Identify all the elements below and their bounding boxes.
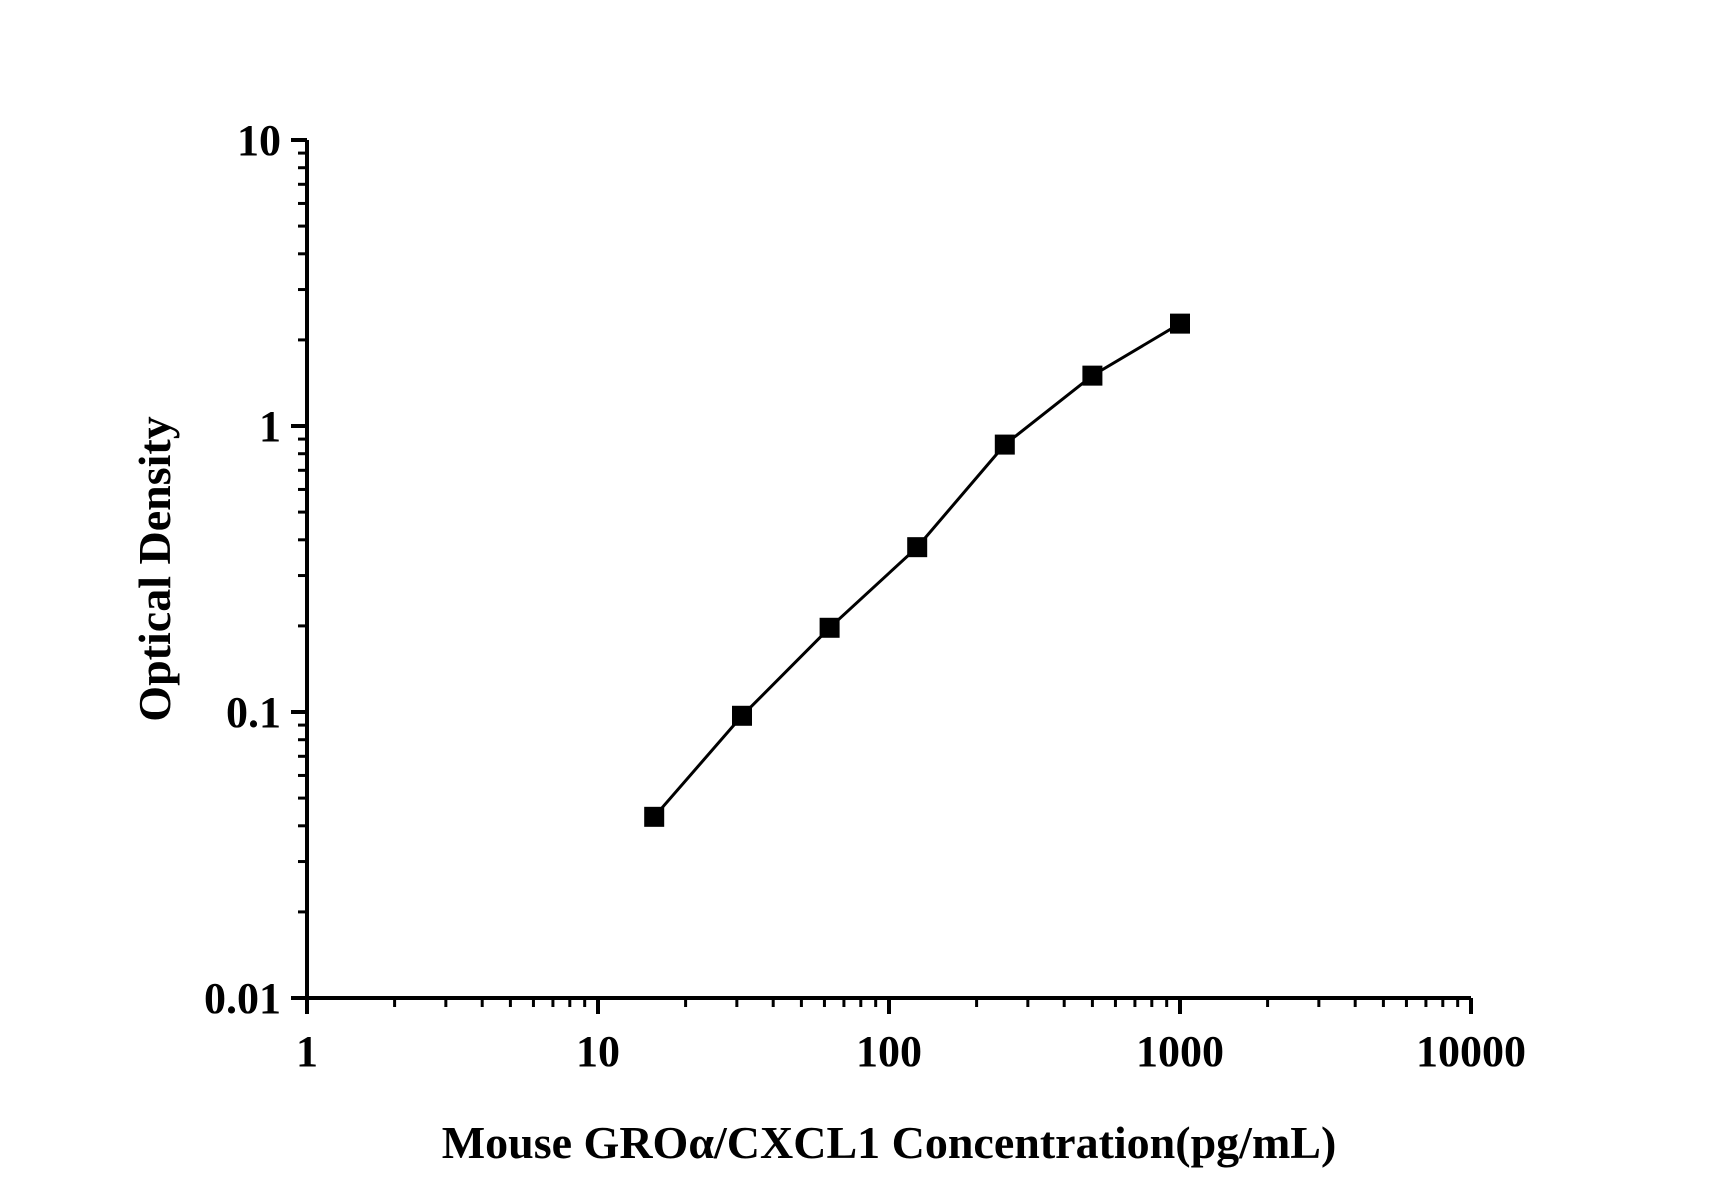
series-line — [653, 322, 1181, 818]
data-point-marker — [1170, 313, 1190, 334]
data-point-marker — [1082, 365, 1103, 386]
data-point-marker — [644, 806, 665, 827]
x-axis-title: Mouse GROα/CXCL1 Concentration(pg/mL) — [442, 1117, 1337, 1168]
y-tick-label: 1 — [259, 402, 281, 451]
y-tick-label: 10 — [237, 116, 281, 165]
x-tick-label: 1 — [296, 1027, 318, 1076]
y-axis-title: Optical Density — [129, 416, 180, 721]
x-tick-label: 10 — [576, 1027, 620, 1076]
y-tick-label: 0.01 — [204, 974, 281, 1023]
data-point-marker — [907, 537, 928, 558]
x-tick-label: 100 — [856, 1027, 922, 1076]
data-point-marker — [819, 617, 840, 638]
x-tick-label: 1000 — [1136, 1027, 1224, 1076]
x-tick-label: 10000 — [1416, 1027, 1526, 1076]
y-tick-label: 0.1 — [226, 688, 281, 737]
axes: 1 10 100 1000 10000 0.01 0.1 1 10 — [204, 116, 1526, 1076]
data-point-marker — [994, 434, 1015, 455]
series — [644, 313, 1190, 827]
data-point-marker — [732, 705, 753, 726]
